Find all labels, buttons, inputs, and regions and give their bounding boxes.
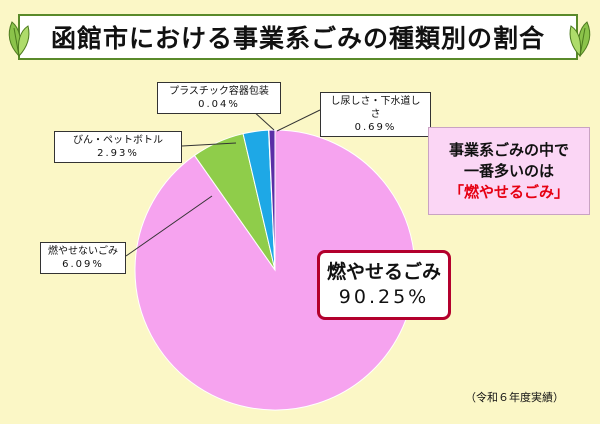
highlight-line3: 「燃やせるごみ」	[448, 182, 569, 201]
footnote: （令和６年度実績）	[465, 391, 564, 404]
callout-plastic-label: プラスチック容器包装	[169, 86, 269, 97]
highlight-line2: 一番多いのは	[463, 161, 554, 180]
callout-moyasenai-label: 燃やせないごみ	[48, 246, 118, 257]
pie-slice-4	[268, 129, 276, 271]
callout-bin-value: 2.93%	[97, 148, 139, 159]
callout-moyaseru-value: 90.25%	[338, 286, 430, 308]
highlight-box: 事業系ごみの中で 一番多いのは 「燃やせるごみ」	[428, 127, 590, 215]
leader-bin	[181, 142, 237, 147]
callout-moyasenai: 燃やせないごみ 6.09%	[40, 242, 126, 274]
callout-shinyo-label: し尿しさ・下水道しさ	[330, 96, 421, 120]
callout-bin: びん・ペットボトル 2.93%	[54, 131, 182, 163]
callout-plastic-value: 0.04%	[198, 99, 240, 110]
callout-moyaseru: 燃やせるごみ 90.25%	[317, 250, 451, 320]
callout-moyaseru-label: 燃やせるごみ	[326, 261, 441, 283]
callout-shinyo: し尿しさ・下水道しさ 0.69%	[320, 92, 431, 137]
highlight-line1: 事業系ごみの中で	[448, 140, 569, 159]
leaf-decoration-left-icon	[8, 21, 30, 58]
callout-shinyo-value: 0.69%	[354, 122, 397, 133]
leader-moyasenai	[125, 195, 213, 257]
callout-bin-label: びん・ペットボトル	[73, 135, 163, 146]
chart-title: 函館市における事業系ごみの種類別の割合	[18, 14, 578, 60]
callout-moyasenai-value: 6.09%	[62, 259, 104, 270]
leader-shinyo	[276, 109, 321, 132]
callout-plastic: プラスチック容器包装 0.04%	[157, 82, 281, 114]
leaf-decoration-right-icon	[569, 21, 591, 58]
